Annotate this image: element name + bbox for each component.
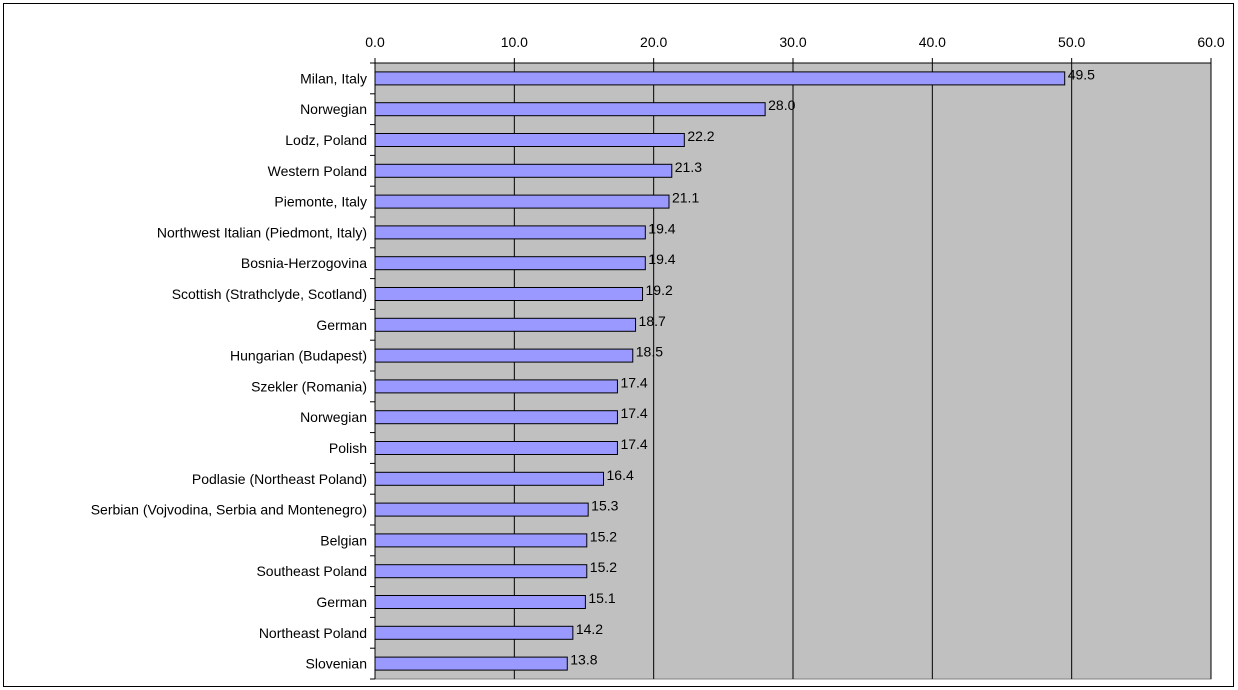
bar bbox=[374, 317, 637, 332]
category-label: Norwegian bbox=[300, 101, 367, 117]
bar bbox=[374, 71, 1066, 86]
bar bbox=[374, 133, 685, 147]
category-label: German bbox=[316, 594, 367, 610]
axes bbox=[370, 58, 1212, 680]
category-label: Southeast Poland bbox=[256, 563, 367, 579]
category-label: Podlasie (Northeast Poland) bbox=[192, 471, 367, 487]
category-label: Norwegian bbox=[300, 409, 367, 425]
bar bbox=[374, 595, 586, 609]
category-label: Belgian bbox=[320, 532, 367, 548]
data-label: 14.2 bbox=[576, 621, 603, 637]
x-tick-label: 30.0 bbox=[779, 34, 806, 50]
bar-chart: 0.0 10.0 20.0 30.0 40.0 50.0 60.0 Milan, Italy 4… bbox=[91, 34, 1225, 680]
data-label: 15.3 bbox=[591, 498, 618, 514]
category-label: Scottish (Strathclyde, Scotland) bbox=[172, 286, 367, 302]
bar bbox=[374, 379, 618, 394]
data-label: 13.8 bbox=[570, 652, 597, 668]
category-label: Polish bbox=[329, 440, 367, 456]
x-tick-label: 60.0 bbox=[1197, 34, 1224, 50]
data-label: 18.5 bbox=[636, 344, 663, 360]
data-label: 18.7 bbox=[639, 313, 666, 329]
bar bbox=[374, 656, 568, 671]
data-label: 16.4 bbox=[607, 467, 634, 483]
bar bbox=[374, 441, 618, 455]
x-tick-label: 20.0 bbox=[640, 34, 667, 50]
bar bbox=[374, 564, 588, 579]
category-label: Piemonte, Italy bbox=[274, 194, 367, 210]
category-label: Hungarian (Budapest) bbox=[230, 348, 367, 364]
bar bbox=[374, 163, 673, 178]
labels: 0.0 10.0 20.0 30.0 40.0 50.0 60.0 Milan, Italy 4… bbox=[91, 34, 1225, 672]
data-label: 19.4 bbox=[648, 220, 675, 236]
data-label: 15.2 bbox=[590, 559, 617, 575]
data-label: 17.4 bbox=[620, 436, 647, 452]
data-label: 49.5 bbox=[1068, 66, 1095, 82]
data-label: 22.2 bbox=[687, 128, 714, 144]
bar bbox=[374, 410, 618, 425]
category-label: Northwest Italian (Piedmont, Italy) bbox=[157, 224, 367, 240]
category-label: Lodz, Poland bbox=[285, 132, 367, 148]
category-label: German bbox=[316, 317, 367, 333]
data-label: 19.2 bbox=[646, 282, 673, 298]
data-label: 21.3 bbox=[675, 159, 702, 175]
bar bbox=[374, 348, 634, 363]
bar bbox=[374, 625, 574, 640]
bar bbox=[374, 471, 605, 486]
bar bbox=[374, 102, 766, 117]
category-label: Northeast Poland bbox=[259, 625, 367, 641]
bar bbox=[374, 287, 644, 301]
bar bbox=[374, 502, 589, 517]
data-label: 15.2 bbox=[590, 528, 617, 544]
category-label: Slovenian bbox=[306, 656, 368, 672]
x-tick-label: 0.0 bbox=[365, 34, 385, 50]
data-label: 15.1 bbox=[588, 590, 615, 606]
x-tick-label: 10.0 bbox=[501, 34, 528, 50]
data-label: 21.1 bbox=[672, 190, 699, 206]
bars bbox=[374, 71, 1066, 671]
chart-frame: 0.0 10.0 20.0 30.0 40.0 50.0 60.0 Milan, Italy 4… bbox=[3, 3, 1234, 687]
bar bbox=[374, 533, 588, 548]
bar bbox=[374, 194, 670, 209]
x-tick-label: 50.0 bbox=[1058, 34, 1085, 50]
bar bbox=[374, 256, 646, 271]
x-tick-label: 40.0 bbox=[919, 34, 946, 50]
category-label: Milan, Italy bbox=[300, 70, 367, 86]
bar bbox=[374, 225, 646, 240]
category-label: Serbian (Vojvodina, Serbia and Montenegr… bbox=[91, 502, 367, 518]
data-label: 28.0 bbox=[768, 97, 795, 113]
category-label: Bosnia-Herzogovina bbox=[241, 255, 367, 271]
data-label: 17.4 bbox=[620, 405, 647, 421]
data-label: 19.4 bbox=[648, 251, 675, 267]
category-label: Western Poland bbox=[268, 163, 367, 179]
category-label: Szekler (Romania) bbox=[251, 378, 367, 394]
data-label: 17.4 bbox=[620, 374, 647, 390]
